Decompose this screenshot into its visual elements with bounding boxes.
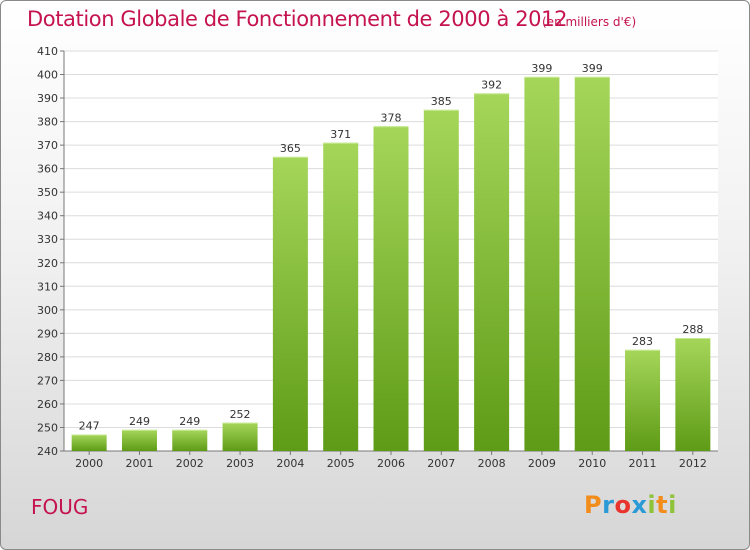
y-tick-label: 280	[37, 351, 58, 364]
data-label: 399	[531, 62, 552, 75]
chart-title: Dotation Globale de Fonctionnement de 20…	[27, 7, 568, 31]
x-tick-label: 2003	[226, 457, 254, 470]
data-label: 249	[179, 415, 200, 428]
bar	[625, 349, 661, 451]
y-tick-label: 240	[37, 445, 58, 458]
bar	[71, 434, 107, 451]
y-tick-label: 290	[37, 327, 58, 340]
logo-letter: P	[584, 491, 603, 519]
bar	[272, 156, 308, 451]
x-tick-label: 2004	[276, 457, 304, 470]
data-label: 288	[682, 323, 703, 336]
y-tick-label: 320	[37, 257, 58, 270]
y-tick-label: 370	[37, 139, 58, 152]
x-tick-label: 2008	[478, 457, 506, 470]
y-tick-label: 360	[37, 163, 58, 176]
bar	[323, 142, 359, 451]
y-tick-label: 390	[37, 92, 58, 105]
x-tick-label: 2002	[176, 457, 204, 470]
y-tick-label: 350	[37, 186, 58, 199]
x-tick-label: 2011	[629, 457, 657, 470]
data-label: 365	[280, 142, 301, 155]
logo-letter: x	[631, 491, 648, 519]
x-tick-label: 2007	[427, 457, 455, 470]
y-tick-label: 340	[37, 210, 58, 223]
y-tick-label: 310	[37, 280, 58, 293]
data-label: 385	[431, 95, 452, 108]
data-label: 247	[79, 420, 100, 433]
commune-name: FOUG	[31, 495, 89, 519]
data-label: 371	[330, 128, 351, 141]
y-tick-label: 330	[37, 233, 58, 246]
bar	[172, 429, 208, 451]
y-tick-label: 270	[37, 374, 58, 387]
x-tick-label: 2006	[377, 457, 405, 470]
y-tick-label: 380	[37, 116, 58, 129]
y-tick-label: 410	[37, 45, 58, 58]
y-tick-label: 400	[37, 69, 58, 82]
y-tick-label: 300	[37, 304, 58, 317]
bar	[121, 429, 157, 451]
y-tick-label: 250	[37, 421, 58, 434]
x-tick-label: 2009	[528, 457, 556, 470]
data-label: 378	[381, 111, 402, 124]
data-label: 252	[230, 408, 251, 421]
logo-letter: o	[614, 491, 632, 519]
data-label: 283	[632, 335, 653, 348]
bar	[373, 126, 409, 451]
unit-note: (en milliers d'€)	[542, 15, 637, 29]
x-tick-label: 2005	[327, 457, 355, 470]
logo-letter: r	[602, 491, 615, 519]
bar	[675, 338, 711, 451]
bar	[222, 422, 258, 451]
bar	[574, 76, 610, 451]
x-tick-label: 2001	[125, 457, 153, 470]
logo-letter: i	[647, 491, 657, 519]
bar	[423, 109, 459, 451]
proxiti-logo: Proxiti	[584, 491, 677, 519]
data-label: 249	[129, 415, 150, 428]
bar	[474, 93, 510, 452]
logo-letter: i	[668, 491, 677, 519]
x-tick-label: 2000	[75, 457, 103, 470]
x-tick-label: 2010	[578, 457, 606, 470]
bar	[524, 76, 560, 451]
y-tick-label: 260	[37, 398, 58, 411]
data-label: 399	[582, 62, 603, 75]
logo-letter: t	[656, 491, 669, 519]
x-tick-label: 2012	[679, 457, 707, 470]
data-label: 392	[481, 78, 502, 91]
